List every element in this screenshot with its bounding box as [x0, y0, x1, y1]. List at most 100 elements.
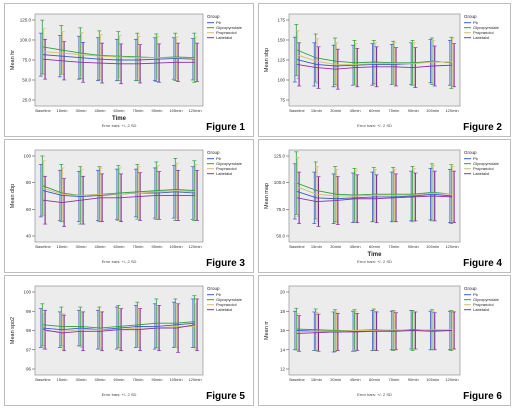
x-tick-label: 30min: [330, 377, 341, 382]
x-tick-label: 15min: [311, 377, 322, 382]
legend-title: Group: [464, 150, 477, 155]
x-tick-label: 15min: [57, 377, 68, 382]
x-tick-label: 30min: [330, 108, 341, 113]
legend-title: Group: [464, 14, 477, 19]
y-tick-label: 125.0: [20, 18, 32, 23]
y-axis-label: Mean hr: [10, 50, 16, 70]
legend-entry: Glycopyrrolate: [473, 161, 500, 166]
legend-entry: Propranolol: [216, 302, 237, 307]
x-tick-label: 105min: [426, 108, 439, 113]
y-axis-label: Mean rr: [264, 321, 270, 340]
x-tick-label: 45min: [95, 244, 106, 249]
y-tick-label: 100: [23, 154, 31, 159]
y-tick-label: 150: [277, 38, 285, 43]
x-tick-label: Baseline: [289, 377, 305, 382]
error-bar-footer: Error bars: +/- 2 SD: [357, 392, 392, 397]
x-tick-label: 105min: [169, 377, 182, 382]
legend-entry: Glycopyrrolate: [216, 25, 243, 30]
y-tick-label: 100.0: [274, 180, 286, 185]
legend-entry: Propranolol: [216, 30, 237, 35]
x-tick-label: 60min: [369, 244, 380, 249]
y-tick-label: 40: [26, 234, 32, 239]
figure-5-series-line-1: [42, 321, 196, 329]
x-tick-label: 120min: [445, 108, 458, 113]
y-tick-label: 80: [26, 180, 32, 185]
x-tick-label: 15min: [57, 244, 68, 249]
plot-area: [288, 13, 461, 107]
x-tick-label: Baseline: [289, 244, 305, 249]
x-tick-label: 90min: [408, 108, 419, 113]
figure-2-panel: 175 150 125 100 75 Mean sbp Baseline 15min 30min…: [258, 3, 511, 137]
figure-1-series-line-0: [42, 54, 196, 61]
x-tick-label: 90min: [408, 244, 419, 249]
legend-entry: Labetalol: [473, 307, 489, 312]
figure-6-label: Figure 6: [463, 391, 502, 402]
y-tick-label: 16: [280, 328, 286, 333]
error-bar-footer: Error bars: +/- 2 SD: [102, 392, 137, 397]
x-tick-label: 45min: [95, 108, 106, 113]
x-tick-label: 15min: [311, 244, 322, 249]
x-tick-label: 90min: [152, 108, 163, 113]
y-tick-label: 12: [280, 367, 286, 372]
figure-5-panel: 100 99 98 97 96 Mean spo2 Baseline 15min 30min 45…: [4, 275, 254, 406]
legend-entry: Pb: [473, 292, 479, 297]
x-tick-label: Baseline: [35, 377, 51, 382]
x-tick-label: 120min: [188, 108, 201, 113]
figure-4-label: Figure 4: [463, 258, 502, 269]
figure-4-panel: 125.0 100.0 75.0 50.0 Mean map Baseline 15min 3…: [258, 139, 511, 273]
legend-entry: Labetalol: [473, 35, 489, 40]
legend-entry: Labetalol: [473, 171, 489, 176]
figure-4-series-line-2: [296, 186, 453, 197]
y-tick-label: 99: [26, 309, 32, 314]
x-tick-label: Baseline: [35, 108, 51, 113]
y-tick-label: 18: [280, 309, 286, 314]
x-tick-label: 45min: [95, 377, 106, 382]
x-axis-label: Time: [368, 252, 383, 258]
y-tick-label: 75.0: [276, 207, 285, 212]
error-bar-footer: Error bars: +/- 2 SD: [357, 259, 392, 264]
x-tick-label: 60min: [369, 377, 380, 382]
figure-1-series-line-3: [42, 58, 195, 65]
figure-5-chart: 100 99 98 97 96 Mean spo2 Baseline 15min 30min 45…: [10, 285, 243, 397]
legend-entry: Labetalol: [216, 35, 232, 40]
figure-2-series-line-1: [296, 49, 453, 64]
x-tick-label: 60min: [369, 108, 380, 113]
figure-3-series-line-3: [42, 194, 195, 204]
y-tick-label: 60: [26, 207, 32, 212]
legend-entry: Pb: [216, 20, 222, 25]
x-tick-label: 75min: [133, 377, 144, 382]
figure-3-series-line-2: [42, 187, 196, 196]
legend-title: Group: [464, 286, 477, 291]
figure-4-series-line-0: [296, 190, 453, 200]
y-tick-label: 75.0: [22, 58, 31, 63]
x-tick-label: 15min: [57, 108, 68, 113]
figure-6-panel: 20 18 16 14 12 Mean rr Baseline 15min 30min 45min…: [258, 275, 511, 406]
x-tick-label: 45min: [350, 244, 361, 249]
y-tick-label: 25.0: [22, 98, 31, 103]
legend-entry: Propranolol: [216, 166, 237, 171]
legend-entry: Labetalol: [216, 307, 232, 312]
figure-6-chart: 20 18 16 14 12 Mean rr Baseline 15min 30min 45min…: [264, 285, 500, 397]
error-bar-footer: Error bars: +/- 2 SD: [102, 123, 137, 128]
x-tick-label: 75min: [133, 244, 144, 249]
y-tick-label: 96: [26, 367, 32, 372]
legend-entry: Labetalol: [216, 171, 232, 176]
figure-6-series-line-3: [296, 330, 453, 334]
legend-entry: Pb: [473, 156, 479, 161]
x-tick-label: 30min: [76, 377, 87, 382]
y-tick-label: 97: [26, 347, 32, 352]
error-bar-footer: Error bars: +/- 2 SD: [102, 259, 137, 264]
figure-1-series-line-1: [42, 46, 196, 59]
x-tick-label: 120min: [188, 377, 201, 382]
y-tick-label: 100: [277, 78, 285, 83]
x-tick-label: 45min: [350, 108, 361, 113]
figure-1-series-line-2: [42, 51, 196, 59]
figure-6-series-line-2: [296, 329, 452, 333]
x-tick-label: 120min: [188, 244, 201, 249]
x-tick-label: 30min: [330, 244, 341, 249]
x-tick-label: 105min: [426, 377, 439, 382]
x-tick-label: 60min: [114, 244, 125, 249]
figure-2-label: Figure 2: [463, 122, 502, 133]
figure-1-label: Figure 1: [206, 122, 245, 133]
x-tick-label: 60min: [114, 108, 125, 113]
